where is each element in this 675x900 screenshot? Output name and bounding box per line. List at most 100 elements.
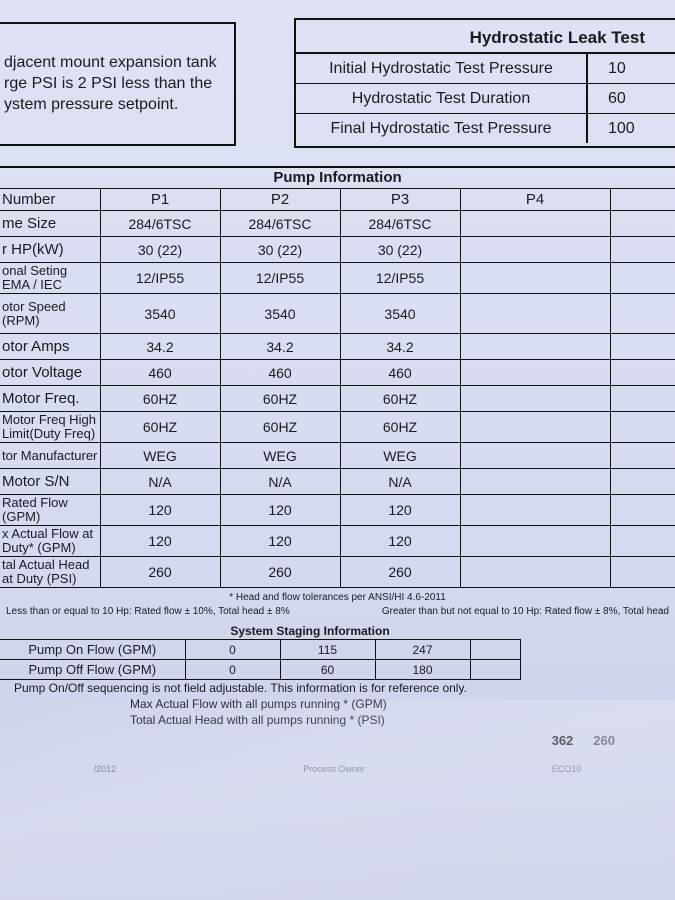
cell xyxy=(469,639,521,660)
cell xyxy=(609,468,675,495)
note-line: ystem pressure setpoint. xyxy=(4,96,179,113)
cell xyxy=(609,494,675,526)
staging-title: System Staging Information xyxy=(230,624,390,638)
cell xyxy=(609,210,675,237)
row-label: tal Actual Head at Duty (PSI) xyxy=(0,556,101,588)
row-label: Pump Off Flow (GPM) xyxy=(0,659,186,680)
cell xyxy=(609,411,675,443)
cell xyxy=(609,385,675,412)
cell xyxy=(459,293,611,334)
cell: 284/6TSC xyxy=(219,210,341,237)
pump-row: otor Amps 34.2 34.2 34.2 xyxy=(0,333,675,360)
hydro-label: Initial Hydrostatic Test Pressure xyxy=(296,54,588,83)
pump-information-table: Number P1 P2 P3 P4 me Size 284/6TSC 284/6T… xyxy=(0,188,675,588)
cell xyxy=(459,525,611,557)
cell: 0 xyxy=(184,639,281,660)
cell: 120 xyxy=(219,525,341,557)
header-cell: P2 xyxy=(219,188,341,211)
note-line: djacent mount expansion tank xyxy=(4,54,217,71)
cell: N/A xyxy=(99,468,221,495)
cell: 260 xyxy=(339,556,461,588)
header-cell: Number xyxy=(0,188,101,211)
cell: 34.2 xyxy=(339,333,461,360)
cell xyxy=(459,210,611,237)
cell: 460 xyxy=(99,359,221,386)
pump-header-row: Number P1 P2 P3 P4 xyxy=(0,188,675,211)
pump-row: tor Manufacturer WEG WEG WEG xyxy=(0,442,675,469)
header-cell: P4 xyxy=(459,188,611,211)
cell: 180 xyxy=(374,659,471,680)
max-flow-label: Max Actual Flow with all pumps running *… xyxy=(130,697,387,711)
tolerance-note: * Head and flow tolerances per ANSI/HI 4… xyxy=(229,592,446,603)
header-cell xyxy=(609,188,675,211)
cell: 12/IP55 xyxy=(99,262,221,294)
cell: WEG xyxy=(99,442,221,469)
cell: 284/6TSC xyxy=(99,210,221,237)
row-label: onal Seting EMA / IEC xyxy=(0,262,101,294)
cell: 460 xyxy=(339,359,461,386)
total-head-label: Total Actual Head with all pumps running… xyxy=(130,713,385,727)
hydro-label: Hydrostatic Test Duration xyxy=(296,84,588,113)
tolerance-notes: * Head and flow tolerances per ANSI/HI 4… xyxy=(0,588,675,619)
cell: 60HZ xyxy=(219,385,341,412)
row-label: Pump On Flow (GPM) xyxy=(0,639,186,660)
cell: 120 xyxy=(99,494,221,526)
cell xyxy=(459,556,611,588)
cell: 60 xyxy=(279,659,376,680)
cell: 60HZ xyxy=(219,411,341,443)
cell: 3540 xyxy=(99,293,221,334)
hydro-row: Initial Hydrostatic Test Pressure 10 xyxy=(296,54,675,84)
cell: WEG xyxy=(219,442,341,469)
cell: 30 (22) xyxy=(219,236,341,263)
pump-row: otor Voltage 460 460 460 xyxy=(0,359,675,386)
cell xyxy=(609,442,675,469)
cell: 60HZ xyxy=(339,411,461,443)
expansion-tank-note: djacent mount expansion tank rge PSI is … xyxy=(0,22,236,146)
hydro-value: 10 xyxy=(608,59,626,77)
staging-row: Pump Off Flow (GPM) 0 60 180 xyxy=(0,659,521,680)
cell: 284/6TSC xyxy=(339,210,461,237)
tolerance-low: Less than or equal to 10 Hp: Rated flow … xyxy=(6,606,290,617)
faint-date: /2012 xyxy=(93,764,117,774)
pump-row: Motor S/N N/A N/A N/A xyxy=(0,468,675,495)
row-label: Motor S/N xyxy=(0,468,101,495)
cell xyxy=(609,293,675,334)
cell: 12/IP55 xyxy=(339,262,461,294)
row-label: Motor Freq. xyxy=(0,385,101,412)
tolerance-high: Greater than but not equal to 10 Hp: Rat… xyxy=(381,606,669,617)
pump-row: r HP(kW) 30 (22) 30 (22) 30 (22) xyxy=(0,236,675,263)
pump-row: otor Speed (RPM) 3540 3540 3540 xyxy=(0,293,675,334)
cell: 3540 xyxy=(219,293,341,334)
cell: 247 xyxy=(374,639,471,660)
cell: 0 xyxy=(184,659,281,680)
header-cell: P1 xyxy=(99,188,221,211)
staging-note: Pump On/Off sequencing is not field adju… xyxy=(14,681,467,695)
cell: 30 (22) xyxy=(99,236,221,263)
cell xyxy=(459,359,611,386)
cell: 30 (22) xyxy=(339,236,461,263)
cell: N/A xyxy=(339,468,461,495)
row-label: otor Amps xyxy=(0,333,101,360)
row-label: r HP(kW) xyxy=(0,236,101,263)
hydro-title: Hydrostatic Leak Test xyxy=(296,20,675,54)
cell: 34.2 xyxy=(219,333,341,360)
cell: 60HZ xyxy=(99,385,221,412)
row-label: otor Voltage xyxy=(0,359,101,386)
pump-row: tal Actual Head at Duty (PSI) 260 260 260 xyxy=(0,556,675,588)
cell: 60HZ xyxy=(339,385,461,412)
hydro-row: Final Hydrostatic Test Pressure 100 xyxy=(296,114,675,143)
row-label: Rated Flow (GPM) xyxy=(0,494,101,526)
system-staging-table: System Staging Information Pump On Flow … xyxy=(0,623,521,680)
hydro-row: Hydrostatic Test Duration 60 xyxy=(296,84,675,114)
cell: 34.2 xyxy=(99,333,221,360)
cell xyxy=(609,262,675,294)
faint-eco: ECO10 xyxy=(551,764,582,774)
cell xyxy=(459,494,611,526)
row-label: tor Manufacturer xyxy=(0,442,101,469)
cell xyxy=(459,468,611,495)
hydro-value: 60 xyxy=(608,89,626,107)
cell xyxy=(459,236,611,263)
cell: 120 xyxy=(339,525,461,557)
pump-row: Rated Flow (GPM) 120 120 120 xyxy=(0,494,675,526)
pump-table-title: Pump Information xyxy=(0,166,675,188)
